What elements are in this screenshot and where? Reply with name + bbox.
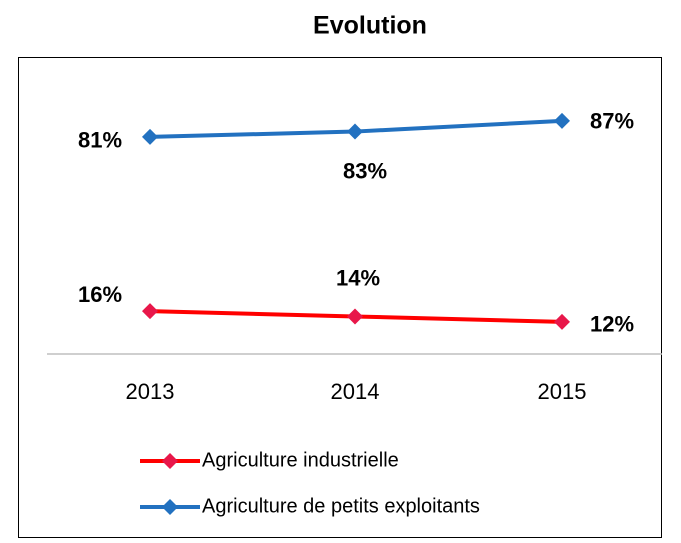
data-label: 16% bbox=[78, 282, 122, 307]
chart-frame bbox=[18, 57, 662, 538]
point-marker bbox=[142, 128, 158, 145]
data-label: 12% bbox=[590, 312, 634, 337]
x-tick-label: 2014 bbox=[331, 379, 380, 404]
point-marker bbox=[347, 308, 363, 325]
data-label: 14% bbox=[336, 265, 380, 290]
data-label: 87% bbox=[590, 109, 634, 134]
legend-marker bbox=[162, 499, 178, 515]
point-marker bbox=[554, 313, 570, 330]
legend-label: Agriculture industrielle bbox=[202, 449, 399, 471]
legend-label: Agriculture de petits exploitants bbox=[202, 495, 480, 517]
chart-title: Evolution bbox=[313, 12, 427, 40]
point-marker bbox=[554, 112, 570, 129]
data-label: 83% bbox=[343, 158, 387, 183]
point-marker bbox=[142, 303, 158, 320]
x-tick-label: 2015 bbox=[538, 379, 587, 404]
x-tick-label: 2013 bbox=[126, 379, 175, 404]
data-label: 81% bbox=[78, 128, 122, 153]
legend-marker bbox=[162, 453, 178, 469]
point-marker bbox=[347, 123, 363, 140]
